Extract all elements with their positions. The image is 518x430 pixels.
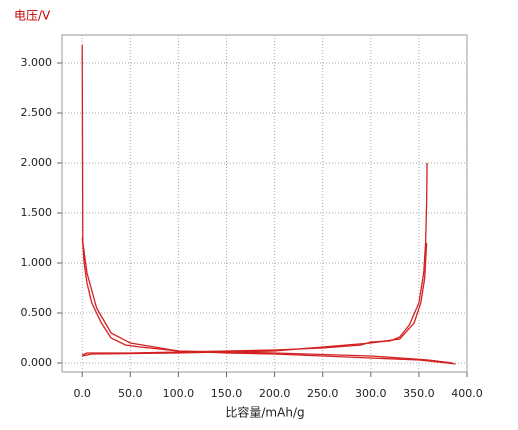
- x-tick-label: 50.0: [118, 387, 143, 400]
- data-line: [81, 237, 453, 364]
- x-axis-label: 比容量/mAh/g: [225, 405, 304, 420]
- x-tick-label: 200.0: [259, 387, 291, 400]
- x-tick-label: 100.0: [163, 387, 195, 400]
- y-tick-label: 2.500: [21, 106, 53, 119]
- x-tick-label: 0.0: [73, 387, 91, 400]
- y-tick-label: 1.500: [21, 206, 53, 219]
- data-line: [81, 44, 456, 365]
- x-tick-label: 300.0: [355, 387, 387, 400]
- x-tick-label: 150.0: [211, 387, 243, 400]
- x-tick-label: 250.0: [307, 387, 339, 400]
- y-axis-label: 电压/V: [14, 9, 51, 23]
- y-tick-label: 0.500: [21, 306, 53, 319]
- x-tick-label: 400.0: [451, 387, 483, 400]
- y-tick-label: 2.000: [21, 156, 53, 169]
- y-tick-label: 0.000: [21, 356, 53, 369]
- data-line: [81, 162, 428, 356]
- plot-area: [61, 34, 468, 373]
- x-tick-label: 350.0: [403, 387, 435, 400]
- y-tick-label: 3.000: [21, 56, 53, 69]
- data-line: [82, 242, 428, 357]
- y-tick-label: 1.000: [21, 256, 53, 269]
